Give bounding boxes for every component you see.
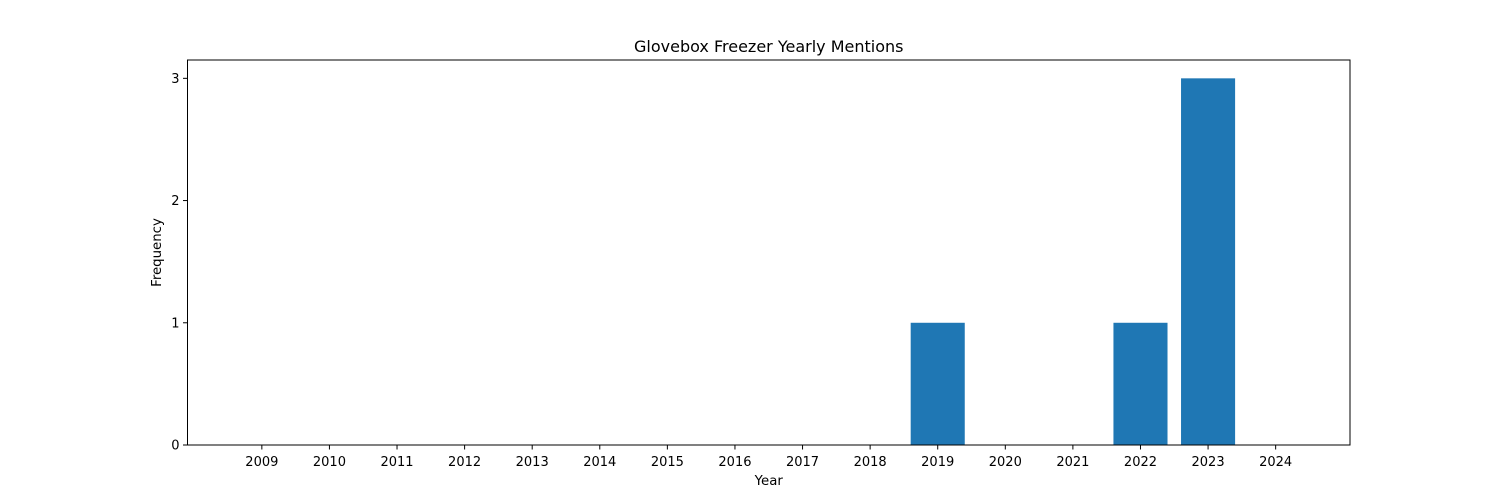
y-tick-label: 3 (171, 72, 179, 87)
x-tick-label: 2024 (1259, 455, 1292, 470)
x-tick-label: 2021 (1056, 455, 1089, 470)
y-tick-label: 1 (171, 316, 179, 331)
x-tick-label: 2022 (1124, 455, 1157, 470)
y-axis-ticks: 0 1 2 3 (171, 72, 188, 454)
x-axis-label: Year (754, 474, 784, 489)
y-tick-label: 2 (171, 194, 179, 209)
x-tick-label: 2017 (786, 455, 819, 470)
x-tick-label: 2014 (583, 455, 616, 470)
x-tick-label: 2023 (1192, 455, 1225, 470)
x-tick-label: 2016 (718, 455, 751, 470)
x-tick-label: 2018 (854, 455, 887, 470)
chart-title: Glovebox Freezer Yearly Mentions (634, 37, 903, 56)
x-tick-label: 2020 (989, 455, 1022, 470)
y-axis-label: Frequency (150, 218, 165, 287)
x-tick-label: 2013 (516, 455, 549, 470)
bar-2022 (1113, 322, 1168, 445)
bar-2023 (1181, 78, 1236, 445)
plot-area-frame (187, 59, 1351, 446)
x-tick-label: 2015 (651, 455, 684, 470)
x-tick-label: 2019 (921, 455, 954, 470)
x-tick-label: 2012 (448, 455, 481, 470)
bar-2019 (910, 322, 965, 445)
x-tick-label: 2010 (313, 455, 346, 470)
x-tick-label: 2009 (245, 455, 278, 470)
bars-group (910, 78, 1236, 445)
x-tick-label: 2011 (380, 455, 413, 470)
x-axis-ticks: 2009 2010 2011 2012 2013 2014 2015 2016 2017 2018… (245, 445, 1292, 470)
y-tick-label: 0 (171, 439, 179, 454)
